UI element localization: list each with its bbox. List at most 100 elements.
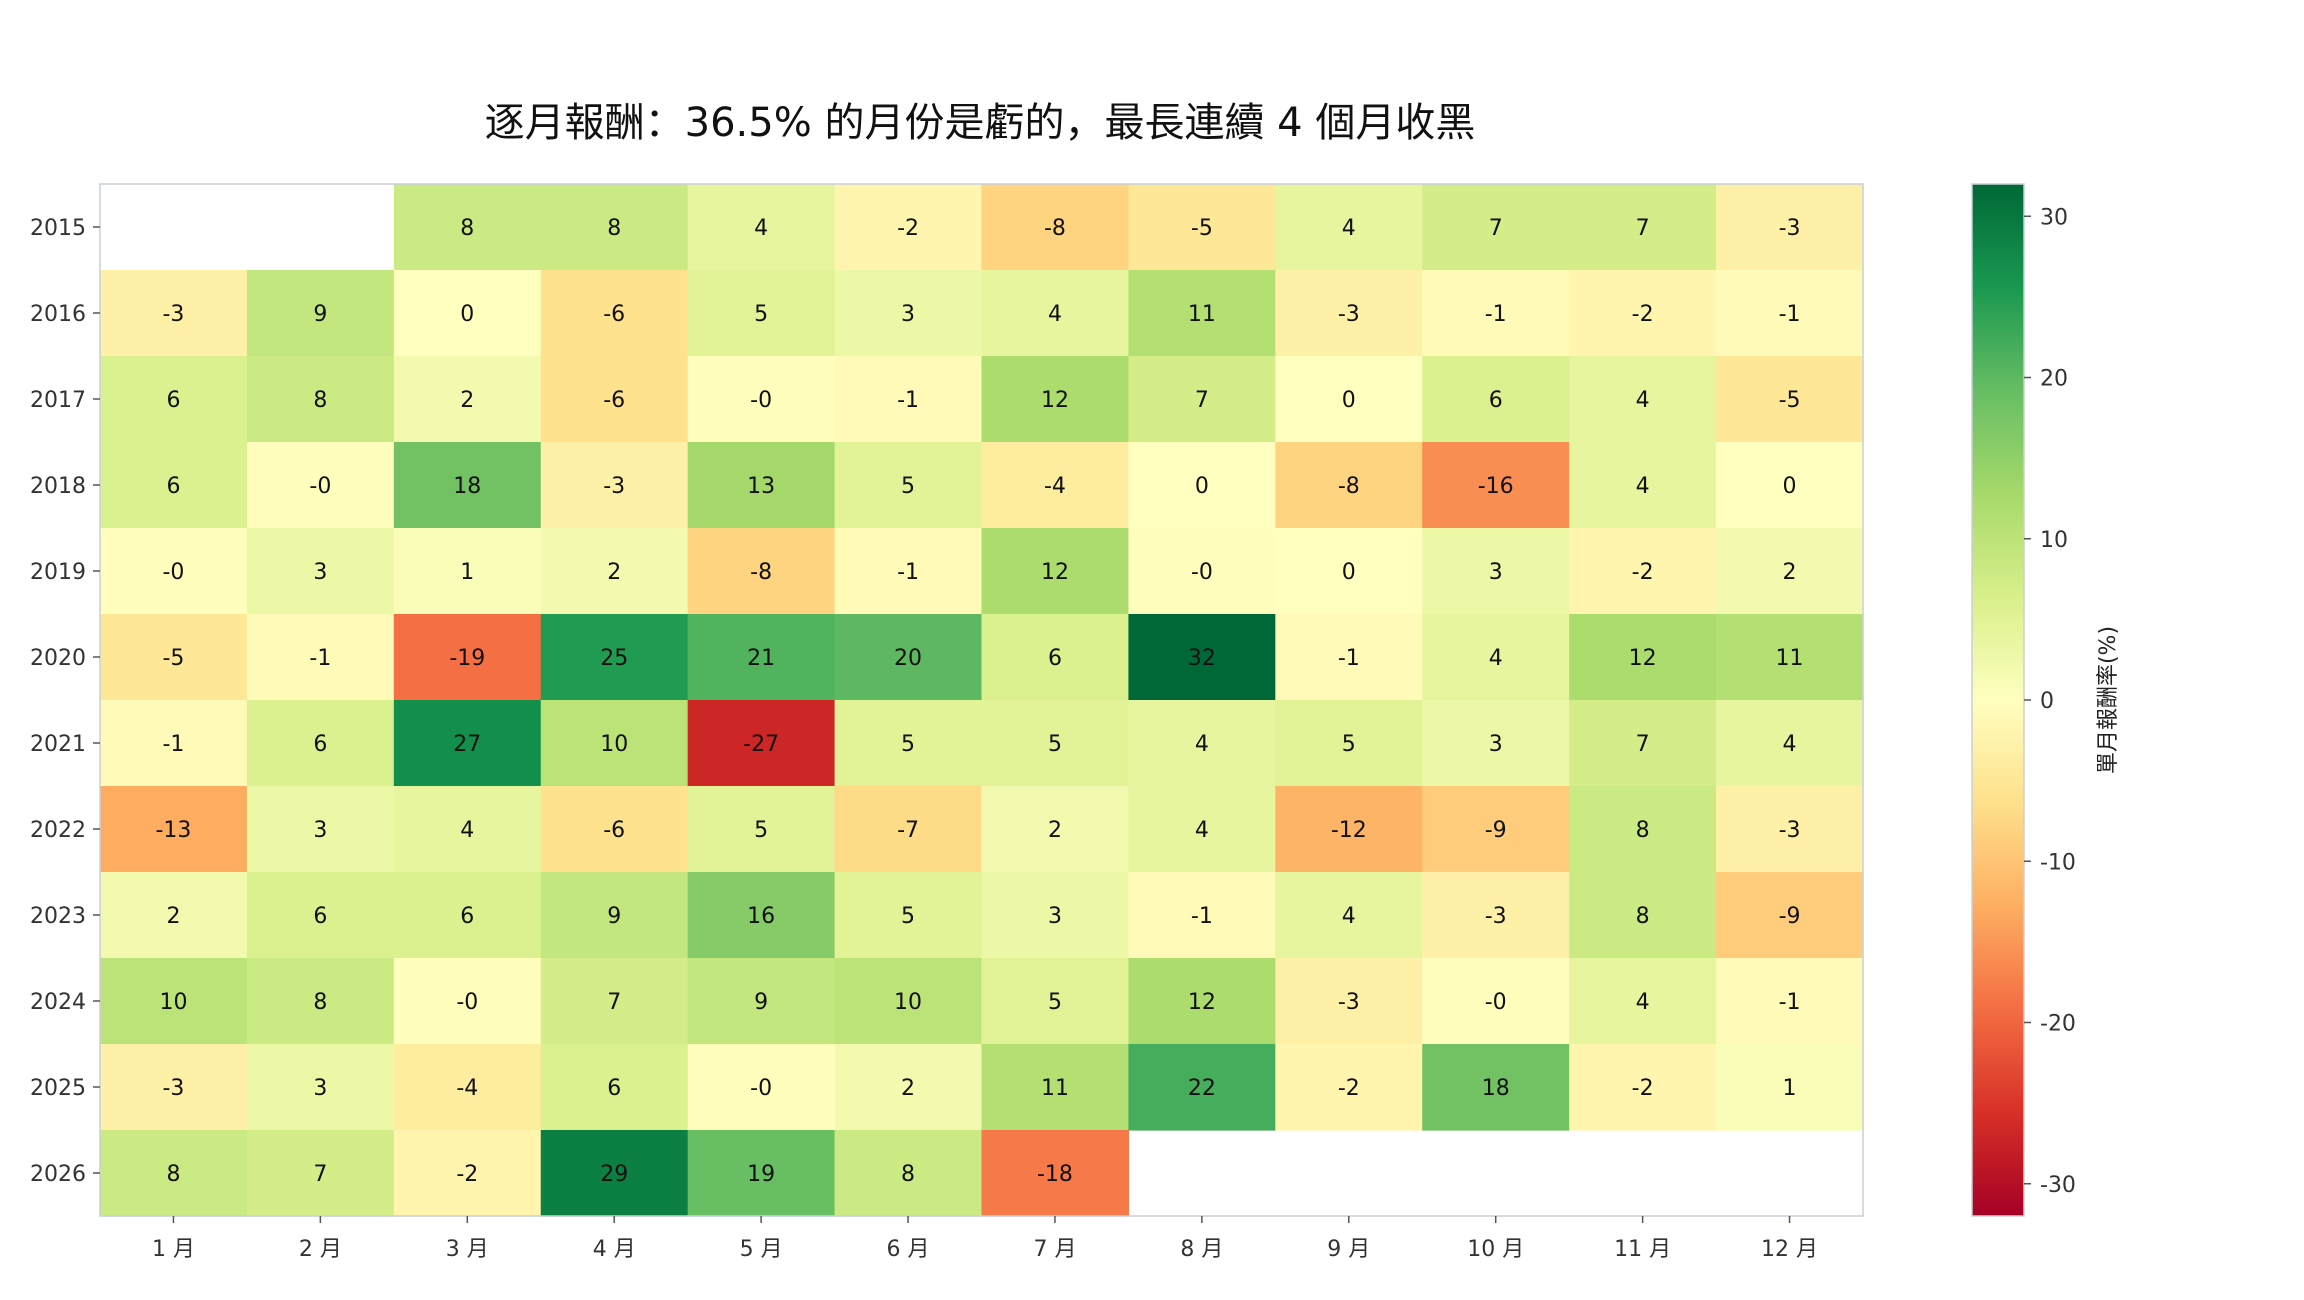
heatmap-cell [100, 442, 248, 529]
heatmap-cell [100, 958, 248, 1045]
heatmap-cell-label: 4 [1342, 904, 1356, 929]
heatmap-cell [834, 1044, 983, 1131]
heatmap-cell-label: -2 [897, 216, 919, 241]
heatmap-cell-label: -19 [449, 646, 485, 671]
heatmap-cell-label: -9 [1485, 818, 1507, 843]
heatmap-cell [1275, 1044, 1423, 1131]
heatmap-cell [834, 442, 983, 529]
heatmap-cell-label: 0 [1195, 474, 1209, 499]
y-tick-label: 2017 [30, 388, 86, 413]
heatmap-cell-label: 4 [460, 818, 474, 843]
heatmap-cell [1422, 958, 1570, 1045]
heatmap-cell [1128, 1044, 1276, 1131]
heatmap-cell-label: 6 [1489, 388, 1503, 413]
heatmap-cell [393, 872, 542, 959]
heatmap-cell [981, 872, 1130, 959]
heatmap-cell-labels: 8 8 4 -2 -8 -5 4 7 7 -3-3 9 0 -6 5 3 4 11 -3 -1 -2 -16 8 2 -6 -0… [155, 216, 1803, 1187]
heatmap-cell-label: -0 [309, 474, 331, 499]
y-axis-ticks: 2015 2016 2017 2018 2019 2020 2021 2022 2023 2024… [30, 216, 100, 1187]
heatmap-cell-label: 8 [607, 216, 621, 241]
heatmap-cell [393, 442, 542, 529]
heatmap-cell [1422, 528, 1570, 615]
heatmap-cell-label: -3 [603, 474, 625, 499]
x-tick-label: 4 月 [593, 1237, 636, 1262]
heatmap-cell-label: 4 [1048, 302, 1062, 327]
heatmap-cell [834, 958, 983, 1045]
heatmap-cell-label: -18 [1037, 1162, 1073, 1187]
heatmap-cell-label: 2 [166, 904, 180, 929]
heatmap-cell-label: 2 [1783, 560, 1797, 585]
heatmap-cell-label: 25 [600, 646, 628, 671]
heatmap-cell [540, 356, 689, 443]
heatmap-cell-label: 10 [600, 732, 628, 757]
heatmap-cell [246, 872, 395, 959]
heatmap-cell-label: 3 [313, 1076, 327, 1101]
heatmap-cell-label: 3 [1489, 560, 1503, 585]
chart-title: 逐月報酬：36.5% 的月份是虧的，最長連續 4 個月收黑 [485, 100, 1476, 146]
heatmap-cell [100, 1044, 248, 1131]
heatmap-cell-label: 11 [1188, 302, 1216, 327]
heatmap-cell-label: 21 [747, 646, 775, 671]
heatmap-cell [834, 614, 983, 701]
y-tick-label: 2021 [30, 732, 86, 757]
heatmap-cell-label: 5 [1048, 990, 1062, 1015]
heatmap-cell-label: 6 [166, 474, 180, 499]
heatmap-cell-label: -3 [1779, 216, 1801, 241]
heatmap-cell [100, 700, 248, 787]
colorbar-tick-label: -20 [2040, 1012, 2076, 1037]
colorbar-tick-label: 0 [2040, 689, 2054, 714]
heatmap-cell [393, 614, 542, 701]
heatmap-cell [1422, 356, 1570, 443]
heatmap-cell [1569, 614, 1717, 701]
heatmap-cell-label: -1 [1191, 904, 1213, 929]
heatmap-cell-label: -8 [750, 560, 772, 585]
x-tick-label: 12 月 [1761, 1237, 1818, 1262]
heatmap-cell [1275, 786, 1423, 873]
heatmap-cell [1275, 528, 1423, 615]
heatmap-cell [1716, 872, 1864, 959]
y-tick-label: 2024 [30, 990, 86, 1015]
heatmap-cell [687, 958, 836, 1045]
heatmap-cell [540, 442, 689, 529]
heatmap-cell-label: 5 [754, 818, 768, 843]
heatmap-cell [540, 270, 689, 357]
y-tick-label: 2025 [30, 1076, 86, 1101]
heatmap-cell [1275, 270, 1423, 357]
heatmap-cell-label: 6 [1048, 646, 1062, 671]
heatmap-cell-label: -3 [1485, 904, 1507, 929]
x-tick-label: 10 月 [1467, 1237, 1524, 1262]
heatmap-cell [1422, 270, 1570, 357]
heatmap-cell-label: 19 [747, 1162, 775, 1187]
heatmap-cell [246, 1044, 395, 1131]
heatmap-cell [834, 356, 983, 443]
x-tick-label: 9 月 [1327, 1237, 1370, 1262]
heatmap-cell [981, 786, 1130, 873]
heatmap-cell-label: 6 [460, 904, 474, 929]
y-tick-label: 2020 [30, 646, 86, 671]
heatmap-cell [834, 872, 983, 959]
heatmap-cell [1275, 958, 1423, 1045]
heatmap-cell-label: 0 [1342, 388, 1356, 413]
heatmap-cell-label: 2 [460, 388, 474, 413]
heatmap-cell-label: 12 [1629, 646, 1657, 671]
heatmap-cell [834, 1130, 983, 1217]
heatmap-cell-label: -12 [1331, 818, 1367, 843]
heatmap-cell-label: -2 [1338, 1076, 1360, 1101]
heatmap-cell-label: 10 [159, 990, 187, 1015]
heatmap-cell-label: -27 [743, 732, 779, 757]
heatmap-cell [1275, 442, 1423, 529]
x-tick-label: 6 月 [887, 1237, 930, 1262]
heatmap-cell-label: 8 [166, 1162, 180, 1187]
heatmap-cell [100, 356, 248, 443]
heatmap-cell [540, 1044, 689, 1131]
heatmap-cell-label: 8 [1636, 904, 1650, 929]
heatmap-cell-label: 4 [1195, 818, 1209, 843]
heatmap-cell-label: 12 [1188, 990, 1216, 1015]
x-tick-label: 1 月 [152, 1237, 195, 1262]
heatmap-cell-label: 3 [313, 818, 327, 843]
heatmap-cell-label: -1 [1338, 646, 1360, 671]
heatmap-cell [100, 270, 248, 357]
heatmap-cell-label: 22 [1188, 1076, 1216, 1101]
